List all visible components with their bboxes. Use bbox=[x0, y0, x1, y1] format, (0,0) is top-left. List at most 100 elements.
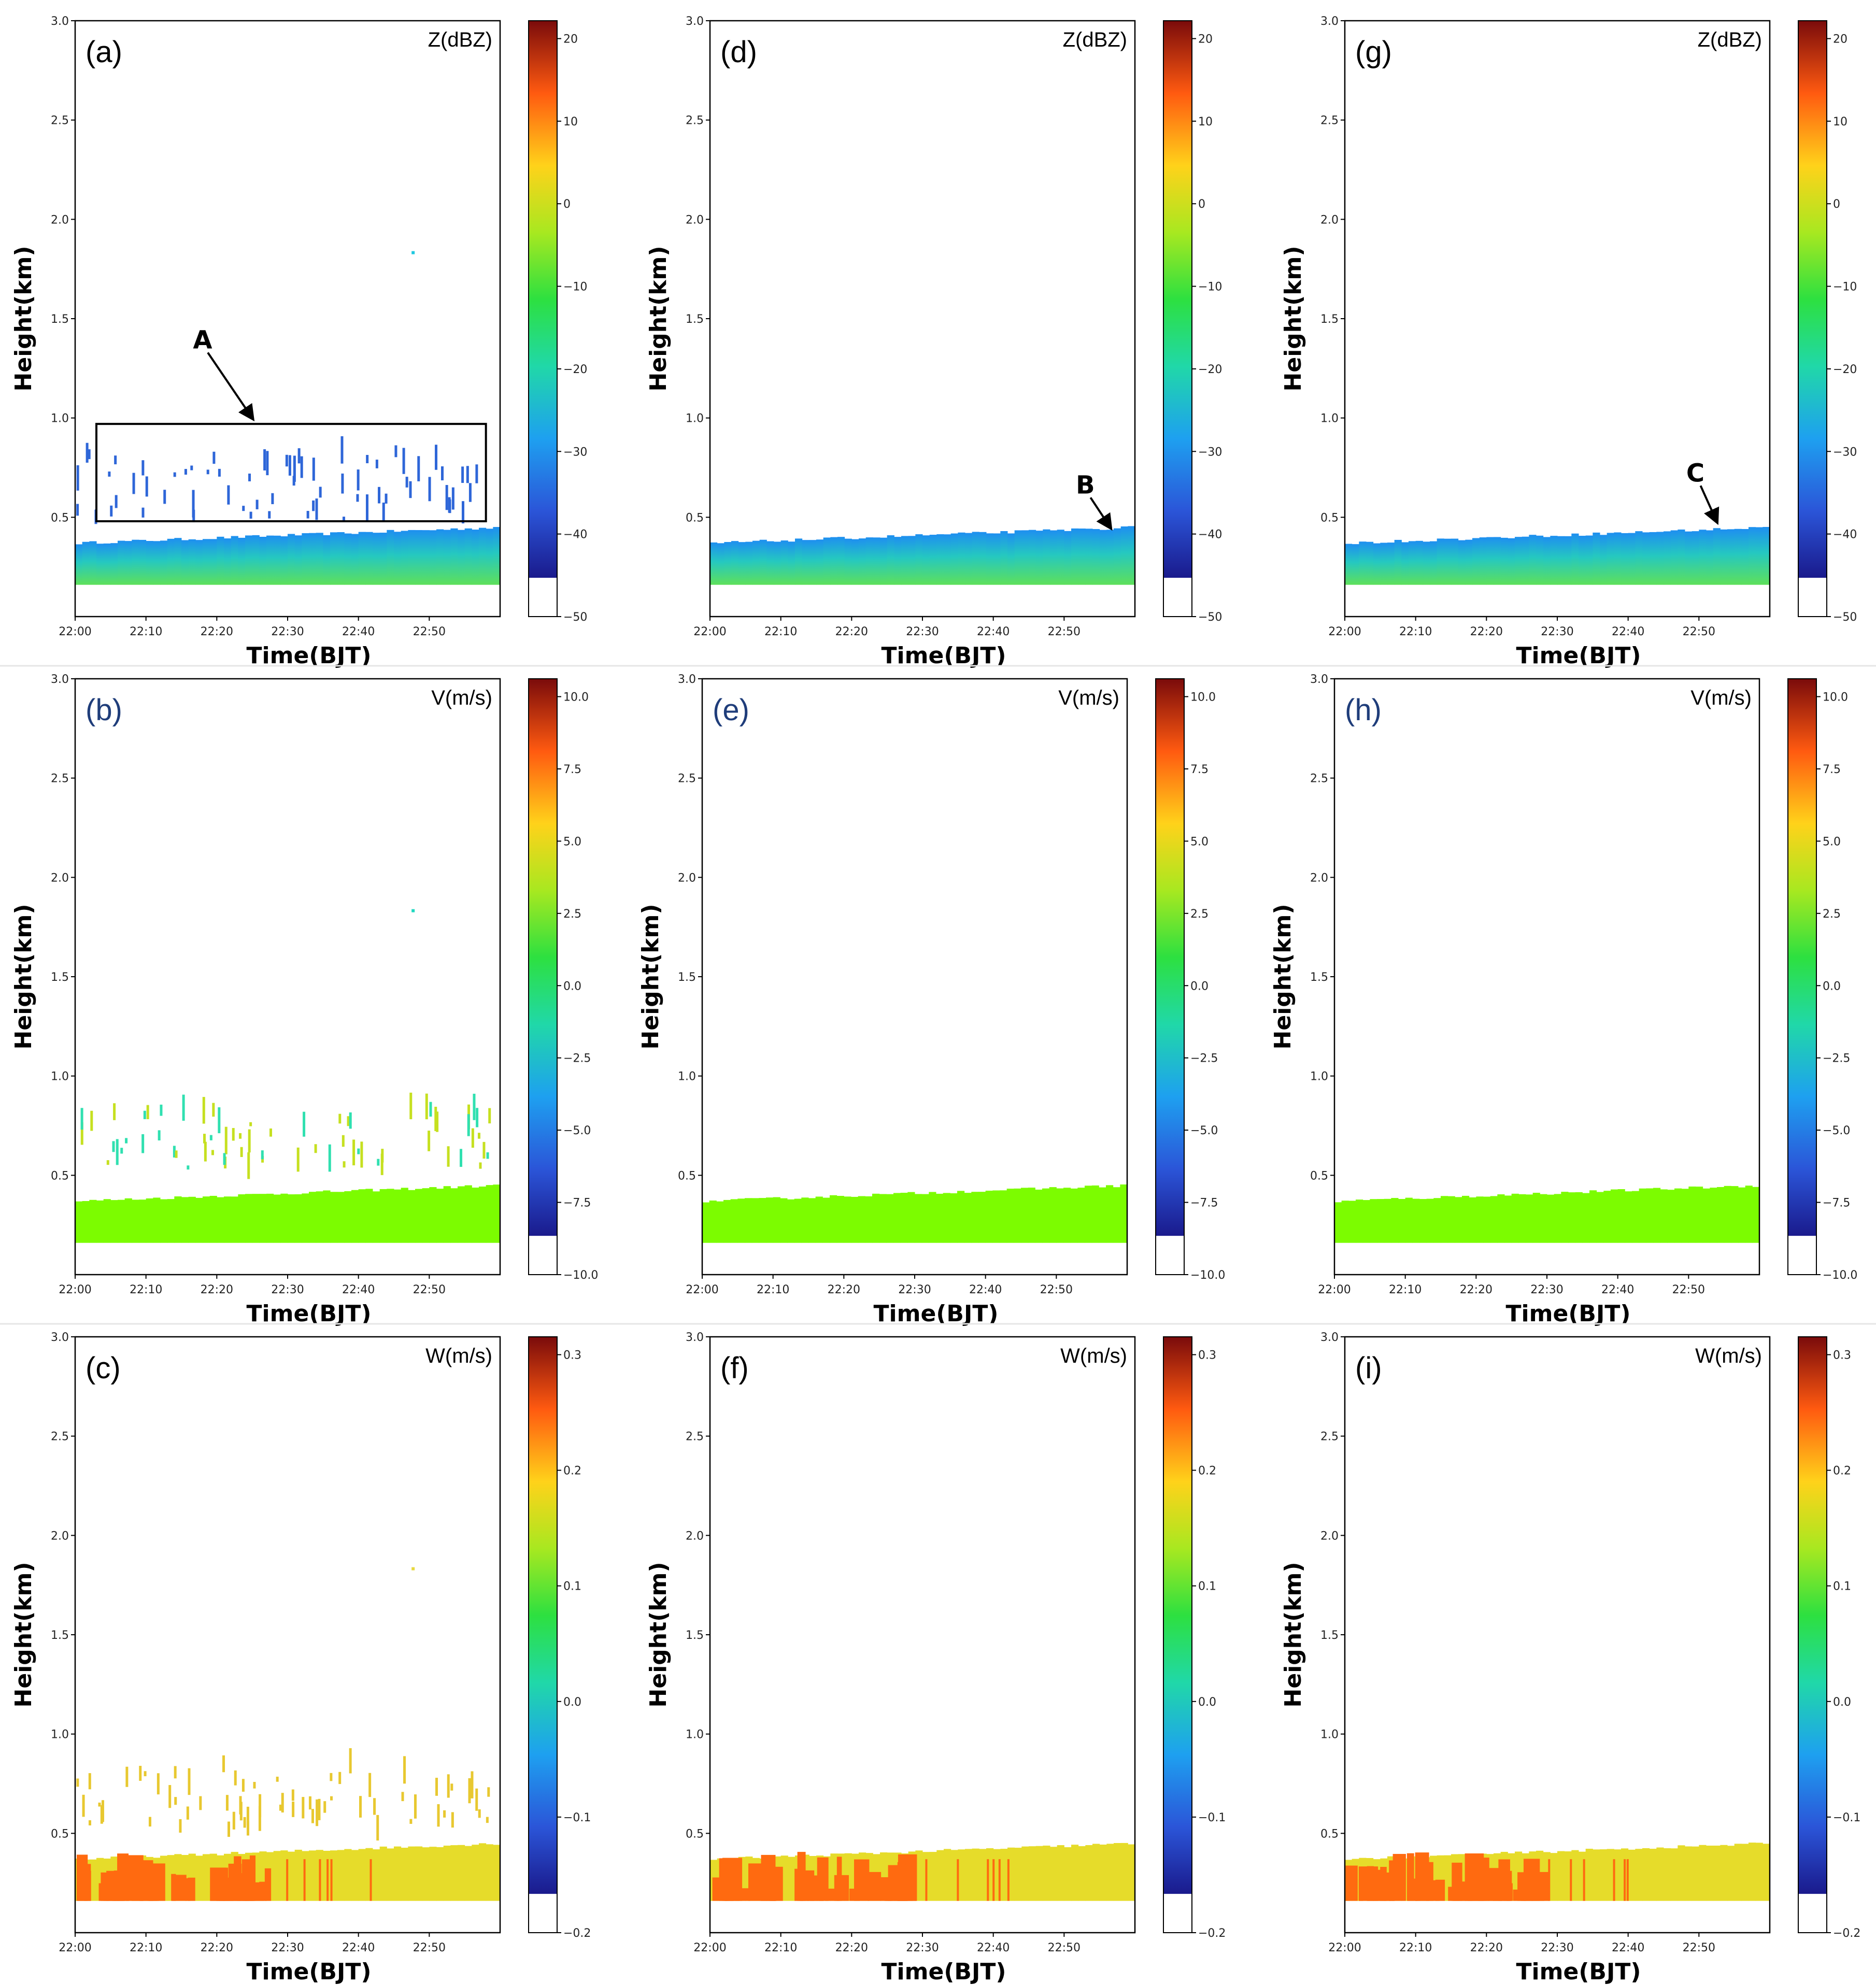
noise-echo bbox=[343, 1161, 346, 1168]
width-patch bbox=[797, 1852, 806, 1901]
panel-i-variable-label: W(m/s) bbox=[1695, 1345, 1762, 1367]
colorbar-tick-label: 0.0 bbox=[1833, 1696, 1851, 1709]
colorbar-tick-label: 0.0 bbox=[1190, 980, 1209, 993]
panel-i-y-axis-label: Height(km) bbox=[1280, 1562, 1306, 1708]
noise-echo bbox=[478, 1809, 481, 1818]
colorbar-tick-label: −2.5 bbox=[563, 1052, 591, 1065]
noise-echo bbox=[288, 455, 291, 476]
layer-column bbox=[195, 1197, 203, 1243]
noise-echo bbox=[357, 469, 360, 491]
layer-column bbox=[1699, 530, 1707, 585]
y-tick-label: 0.5 bbox=[1320, 511, 1339, 524]
noise-echo bbox=[204, 1141, 207, 1162]
layer-column bbox=[1710, 1188, 1717, 1243]
y-tick-label: 1.5 bbox=[51, 971, 69, 984]
layer-column bbox=[259, 1194, 267, 1243]
layer-column bbox=[1585, 1849, 1593, 1901]
panel-i: 3.02.52.01.51.00.5 22:00 22:10 22:20 22:30 2… bbox=[1280, 1331, 1860, 1985]
panel-c-y-ticks: 3.0 2.5 2.0 1.5 1.0 0.5 bbox=[51, 1331, 75, 1840]
width-patch bbox=[834, 1875, 849, 1901]
layer-column bbox=[972, 1848, 979, 1901]
colorbar-frame bbox=[1155, 678, 1185, 1275]
layer-column bbox=[464, 1185, 472, 1243]
panel-g-x-axis-label: Time(BJT) bbox=[1516, 642, 1641, 669]
noise-echo bbox=[225, 1795, 229, 1811]
layer-column bbox=[915, 1850, 923, 1901]
layer-column bbox=[422, 1847, 430, 1901]
layer-column bbox=[167, 1199, 175, 1243]
noise-echo bbox=[448, 497, 451, 513]
width-patch bbox=[1529, 1873, 1544, 1901]
noise-echo bbox=[249, 511, 252, 519]
panel-f-y-ticks: 3.0 2.5 2.0 1.5 1.0 0.5 bbox=[686, 1331, 710, 1840]
x-tick-label: 22:00 bbox=[59, 625, 91, 638]
y-tick-label: 2.0 bbox=[1320, 1530, 1339, 1543]
colorbar-gradient bbox=[1163, 21, 1192, 578]
layer-column bbox=[1518, 1194, 1526, 1243]
panel-h-y-ticks: 3.0 2.5 2.0 1.5 1.0 0.5 bbox=[1310, 673, 1334, 1182]
layer-column bbox=[1589, 1190, 1597, 1243]
layer-column bbox=[1043, 529, 1050, 585]
layer-column bbox=[479, 1187, 487, 1243]
layer-column bbox=[379, 533, 387, 585]
x-tick-label: 22:20 bbox=[835, 1941, 868, 1954]
layer-column bbox=[1085, 1186, 1092, 1243]
noise-echo bbox=[316, 1799, 319, 1826]
colorbar-tick-label: −0.2 bbox=[1833, 1927, 1860, 1940]
layer-column bbox=[929, 1852, 937, 1901]
layer-column bbox=[1617, 1189, 1625, 1243]
panel-b-colorbar: 10.0 7.5 5.0 2.5 0.0 −2.5 −5.0 −7.5 −10.0 bbox=[528, 678, 598, 1282]
colorbar-tick-label: 10 bbox=[1198, 116, 1213, 128]
layer-column bbox=[1433, 1198, 1441, 1243]
noise-echo bbox=[342, 517, 345, 521]
panel-f-plot-frame bbox=[709, 1336, 1136, 1934]
x-tick-label: 22:30 bbox=[1530, 1283, 1563, 1296]
panel-h-variable-label: V(m/s) bbox=[1690, 687, 1752, 709]
layer-column bbox=[936, 534, 944, 585]
noise-echo bbox=[382, 503, 385, 521]
noise-echo bbox=[377, 1159, 380, 1166]
y-tick-label: 3.0 bbox=[686, 1331, 704, 1344]
panel-b-y-ticks: 3.0 2.5 2.0 1.5 1.0 0.5 bbox=[51, 673, 75, 1182]
colorbar-gradient bbox=[1156, 679, 1184, 1236]
layer-column bbox=[745, 541, 753, 585]
layer-column bbox=[429, 1847, 437, 1901]
layer-column bbox=[195, 1855, 203, 1901]
panel-i-y-ticks: 3.0 2.5 2.0 1.5 1.0 0.5 bbox=[1320, 1331, 1345, 1840]
noise-echo bbox=[330, 1796, 333, 1801]
panel-a-y-axis-label: Height(km) bbox=[10, 246, 37, 392]
noise-echo bbox=[402, 448, 405, 474]
noise-echo bbox=[411, 909, 415, 912]
y-tick-label: 1.0 bbox=[686, 1729, 704, 1741]
width-patch bbox=[259, 1881, 267, 1901]
noise-echo bbox=[471, 1771, 474, 1798]
colorbar-tick-label: 5.0 bbox=[1823, 835, 1841, 848]
noise-echo bbox=[394, 445, 397, 458]
noise-echo bbox=[187, 1165, 190, 1170]
noise-echo bbox=[76, 465, 79, 491]
layer-column bbox=[118, 1199, 125, 1243]
layer-column bbox=[1444, 538, 1452, 585]
noise-echo bbox=[271, 493, 274, 505]
noise-echo bbox=[255, 499, 259, 509]
width-patch bbox=[117, 1853, 129, 1901]
layer-column bbox=[316, 1191, 323, 1243]
noise-echo bbox=[411, 251, 415, 254]
layer-column bbox=[823, 537, 831, 585]
x-tick-label: 22:20 bbox=[1470, 1941, 1503, 1954]
noise-echo bbox=[98, 1802, 101, 1807]
panel-f-content bbox=[710, 1843, 1135, 1901]
layer-column bbox=[844, 1196, 851, 1243]
colorbar-tick-label: 0.0 bbox=[563, 980, 581, 993]
layer-column bbox=[1415, 540, 1423, 585]
layer-column bbox=[958, 1849, 965, 1901]
noise-echo bbox=[113, 1103, 116, 1120]
layer-column bbox=[901, 536, 909, 585]
y-tick-label: 2.0 bbox=[686, 1530, 704, 1543]
layer-column bbox=[203, 1196, 210, 1243]
y-tick-label: 3.0 bbox=[51, 15, 69, 28]
layer-column bbox=[915, 1194, 922, 1243]
noise-echo bbox=[218, 468, 221, 477]
panel-i-content bbox=[1345, 1843, 1770, 1901]
noise-echo bbox=[475, 1788, 478, 1811]
